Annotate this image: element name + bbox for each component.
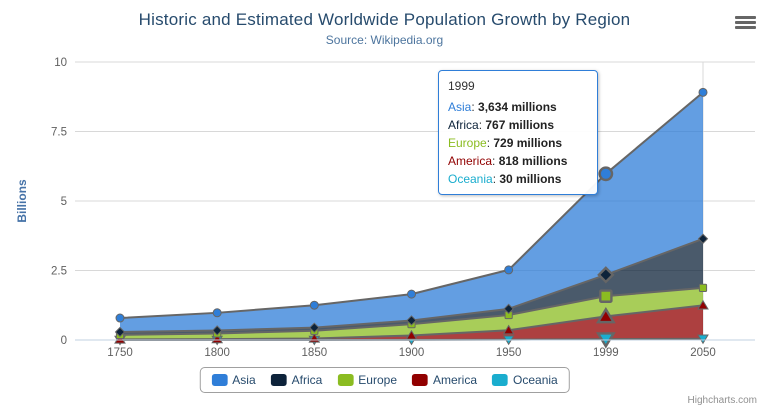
marker-america-1900[interactable] — [405, 329, 418, 340]
x-axis-label: 1999 — [593, 347, 619, 359]
legend-item-asia[interactable]: Asia — [211, 373, 256, 387]
x-axis-label: 1900 — [399, 347, 425, 359]
marker-asia-1900[interactable] — [407, 289, 416, 299]
chart-subtitle: Source: Wikipedia.org — [325, 33, 444, 47]
legend-label: Europe — [358, 373, 398, 387]
legend: Asia Africa Europe America Oceania — [199, 367, 570, 393]
area-africa[interactable] — [120, 238, 703, 335]
marker-africa-1900[interactable] — [406, 315, 417, 326]
legend-label: America — [433, 373, 478, 387]
legend-symbol — [211, 374, 228, 386]
legend-item-america[interactable]: America — [412, 373, 477, 387]
export-menu-button[interactable] — [733, 13, 758, 33]
marker-asia-1999[interactable] — [598, 166, 614, 182]
legend-label: Africa — [291, 373, 323, 387]
legend-item-europe[interactable]: Europe — [337, 373, 397, 387]
marker-oceania-2050[interactable] — [697, 334, 709, 345]
marker-africa-1999[interactable] — [597, 266, 615, 284]
y-axis-label: 2.5 — [51, 266, 67, 278]
y-axis-label: 10 — [54, 57, 67, 69]
hamburger-icon — [735, 15, 756, 29]
legend-symbol — [337, 374, 354, 386]
marker-asia-1850[interactable] — [309, 300, 319, 310]
marker-asia-2050[interactable] — [698, 87, 708, 97]
legend-label: Oceania — [513, 373, 558, 387]
marker-europe-1999[interactable] — [599, 289, 613, 303]
y-axis-title: Billions — [15, 179, 29, 223]
x-axis-label: 2050 — [690, 347, 716, 359]
x-axis-label: 1950 — [496, 347, 522, 359]
marker-africa-2050[interactable] — [697, 233, 709, 244]
marker-asia-1800[interactable] — [212, 308, 222, 318]
legend-symbol — [412, 374, 429, 386]
y-axis-label: 0 — [61, 335, 67, 347]
marker-africa-1750[interactable] — [114, 326, 126, 338]
credits-link[interactable]: Highcharts.com — [687, 395, 757, 406]
chart-title: Historic and Estimated Worldwide Populat… — [138, 10, 631, 29]
legend-label: Asia — [232, 373, 256, 387]
y-axis-label: 5 — [61, 196, 67, 208]
marker-america-1800[interactable] — [211, 333, 224, 344]
x-axis-label: 1800 — [204, 347, 230, 359]
x-axis-label: 1850 — [302, 347, 328, 359]
marker-america-2050[interactable] — [697, 299, 709, 310]
marker-africa-1850[interactable] — [309, 322, 320, 333]
marker-europe-2050[interactable] — [698, 283, 708, 292]
legend-symbol — [492, 374, 509, 386]
marker-asia-1750[interactable] — [115, 313, 125, 323]
marker-africa-1800[interactable] — [211, 325, 223, 336]
y-axis-label: 7.5 — [51, 127, 67, 139]
legend-item-oceania[interactable]: Oceania — [492, 373, 558, 387]
area-asia[interactable] — [120, 92, 703, 332]
marker-america-1999[interactable] — [595, 306, 616, 324]
legend-symbol — [270, 374, 287, 386]
legend-item-africa[interactable]: Africa — [270, 373, 323, 387]
x-axis-label: 1750 — [107, 347, 133, 359]
marker-africa-1950[interactable] — [503, 303, 514, 315]
marker-america-1950[interactable] — [502, 324, 515, 335]
area-america[interactable] — [120, 305, 703, 340]
marker-asia-1950[interactable] — [504, 265, 514, 275]
